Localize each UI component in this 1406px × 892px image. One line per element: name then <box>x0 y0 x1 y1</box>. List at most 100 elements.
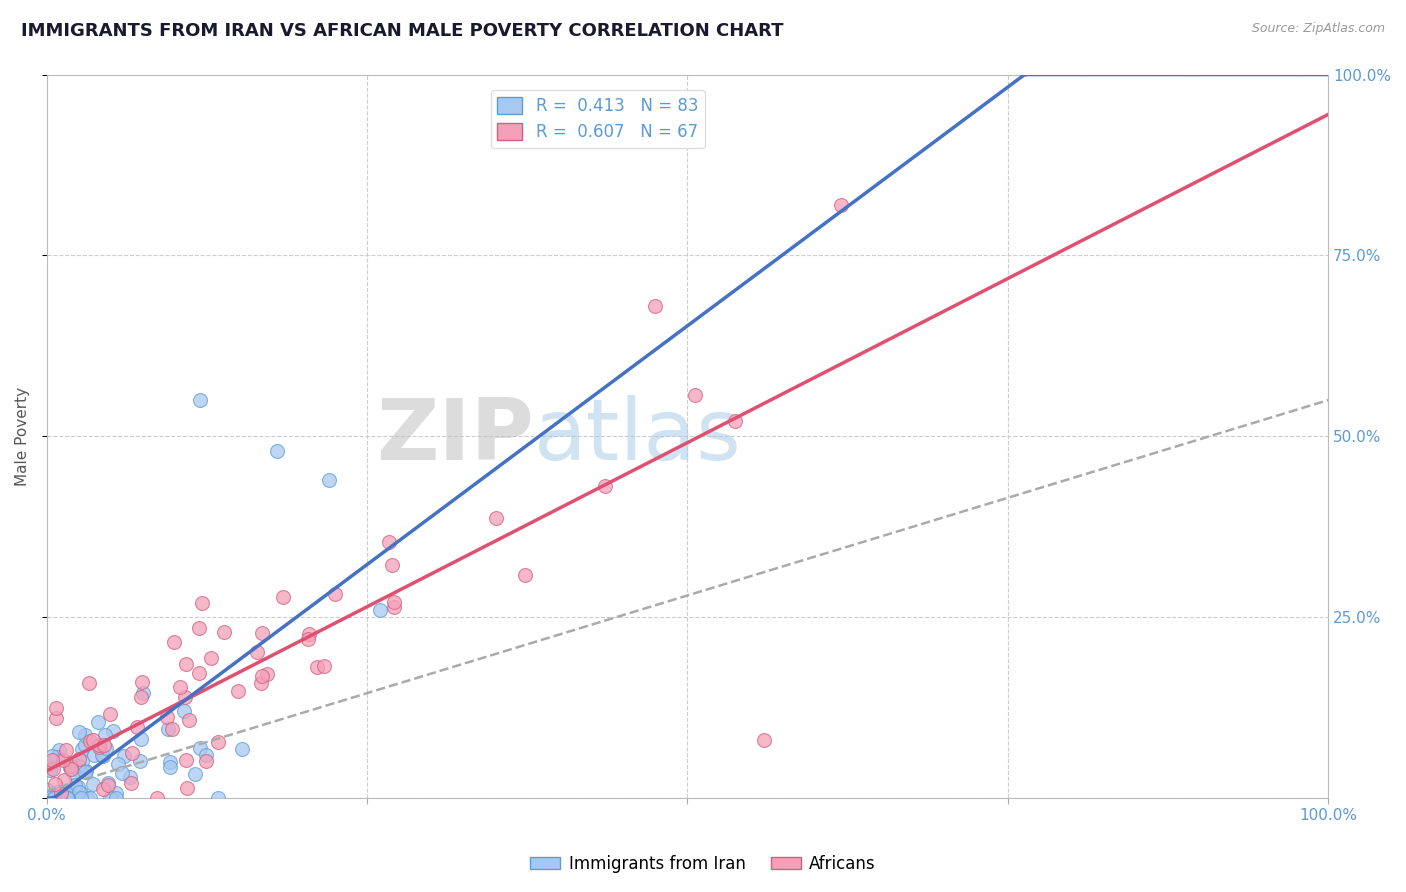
Point <box>70 786 93 800</box>
Point <box>101 724 124 739</box>
Point <box>101 791 124 805</box>
Point <box>87 740 110 755</box>
Point <box>55 789 77 804</box>
Point <box>131 675 153 690</box>
Point <box>45 710 67 724</box>
Point <box>66 780 89 795</box>
Point <box>75 764 97 779</box>
Point <box>52 789 75 804</box>
Point <box>55 743 77 757</box>
Point <box>129 732 152 747</box>
Point <box>156 710 179 724</box>
Point <box>93 749 115 764</box>
Point <box>226 684 249 698</box>
Point <box>105 791 128 805</box>
Point <box>76 791 98 805</box>
Point <box>157 723 180 737</box>
Point <box>173 704 195 718</box>
Point <box>132 686 155 700</box>
Point <box>250 676 273 690</box>
Legend: R =  0.413   N = 83, R =  0.607   N = 67: R = 0.413 N = 83, R = 0.607 N = 67 <box>491 90 704 148</box>
Text: Source: ZipAtlas.com: Source: ZipAtlas.com <box>1251 22 1385 36</box>
Point <box>79 791 101 805</box>
Point <box>252 669 274 683</box>
Point <box>58 791 80 805</box>
Point <box>381 558 404 572</box>
Text: ZIP: ZIP <box>375 395 534 478</box>
Point <box>49 791 72 805</box>
Point <box>318 473 340 487</box>
Point <box>94 740 117 755</box>
Point <box>63 789 86 804</box>
Point <box>120 776 142 790</box>
Point <box>314 659 336 673</box>
Point <box>44 777 66 791</box>
Point <box>73 764 96 779</box>
Point <box>52 773 75 788</box>
Point <box>67 758 90 772</box>
Point <box>83 747 105 762</box>
Point <box>754 733 776 747</box>
Point <box>82 777 104 791</box>
Point <box>174 657 197 672</box>
Point <box>42 791 65 805</box>
Point <box>174 753 197 767</box>
Point <box>52 753 75 767</box>
Point <box>830 198 852 212</box>
Point <box>63 791 86 805</box>
Point <box>129 754 152 768</box>
Text: IMMIGRANTS FROM IRAN VS AFRICAN MALE POVERTY CORRELATION CHART: IMMIGRANTS FROM IRAN VS AFRICAN MALE POV… <box>21 22 783 40</box>
Point <box>67 785 90 799</box>
Point <box>59 760 82 774</box>
Point <box>59 760 82 774</box>
Point <box>91 782 114 797</box>
Point <box>250 625 273 640</box>
Point <box>53 790 76 805</box>
Point <box>59 791 82 805</box>
Point <box>382 595 405 609</box>
Point <box>195 748 218 763</box>
Point <box>67 725 90 739</box>
Point <box>513 568 536 582</box>
Point <box>297 632 319 646</box>
Point <box>485 510 508 524</box>
Point <box>146 791 169 805</box>
Point <box>87 714 110 729</box>
Point <box>112 748 135 763</box>
Point <box>231 742 253 756</box>
Point <box>266 443 288 458</box>
Point <box>188 622 211 636</box>
Point <box>90 747 112 762</box>
Point <box>724 414 747 428</box>
Point <box>55 786 77 800</box>
Y-axis label: Male Poverty: Male Poverty <box>15 387 30 486</box>
Point <box>169 680 191 694</box>
Point <box>89 738 111 752</box>
Point <box>184 767 207 781</box>
Point <box>65 791 87 805</box>
Point <box>39 758 62 772</box>
Point <box>94 728 117 742</box>
Point <box>42 791 65 805</box>
Point <box>129 690 152 705</box>
Point <box>159 756 181 770</box>
Point <box>368 603 391 617</box>
Point <box>120 770 142 784</box>
Point <box>382 600 405 615</box>
Point <box>207 791 229 805</box>
Point <box>298 627 321 641</box>
Point <box>273 590 295 604</box>
Point <box>200 650 222 665</box>
Point <box>49 791 72 805</box>
Point <box>44 791 66 805</box>
Point <box>188 665 211 680</box>
Point <box>98 791 121 805</box>
Point <box>97 776 120 790</box>
Point <box>69 791 91 805</box>
Point <box>51 786 73 800</box>
Point <box>214 625 236 640</box>
Point <box>48 743 70 757</box>
Text: atlas: atlas <box>534 395 741 478</box>
Point <box>66 788 89 802</box>
Point <box>121 747 143 761</box>
